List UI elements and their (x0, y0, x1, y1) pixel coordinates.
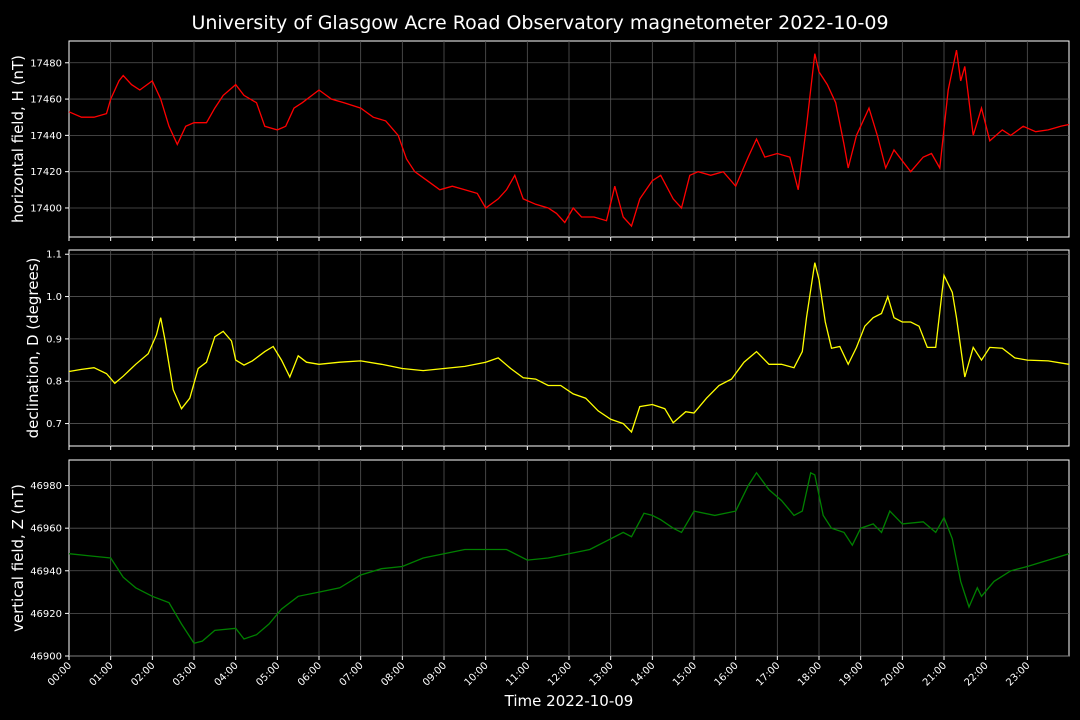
panel-d-ytick-label: 1.1 (46, 250, 62, 261)
x-axis-label: Time 2022-10-09 (504, 692, 634, 710)
panel-z-ylabel: vertical field, Z (nT) (9, 484, 27, 632)
x-tick-label: 22:00 (963, 660, 991, 688)
x-tick-label: 16:00 (713, 660, 741, 688)
panel-h-ytick-label: 17460 (30, 95, 62, 106)
series-z-line (68, 471, 1070, 644)
panel-z: 46900 46920 46940 46960 46980 vertical field… (9, 459, 1070, 663)
x-tick-labels: 00:00 01:00 02:00 03:00 04:00 05:00 06:00 07:00… (46, 660, 1032, 688)
x-tick-label: 20:00 (879, 660, 907, 688)
panel-d-ytick-label: 0.8 (46, 377, 62, 388)
x-tick-label: 07:00 (338, 660, 366, 688)
panel-h-ylabel: horizontal field, H (nT) (9, 55, 27, 223)
x-tick-label: 09:00 (421, 660, 449, 688)
x-tick-label: 05:00 (254, 660, 282, 688)
x-tick-label: 13:00 (588, 660, 616, 688)
panel-h-xticks (68, 237, 1028, 241)
x-tick-label: 14:00 (629, 660, 657, 688)
x-tick-label: 15:00 (671, 660, 699, 688)
panel-d-ytick-label: 1.0 (46, 292, 62, 303)
panel-h-yticks: 17400 17420 17440 17460 17480 (30, 58, 69, 214)
x-tick-label: 17:00 (754, 660, 782, 688)
panel-z-ytick-label: 46920 (30, 609, 62, 620)
series-d-line (68, 262, 1070, 434)
panel-z-ytick-label: 46940 (30, 566, 62, 577)
x-tick-label: 03:00 (171, 660, 199, 688)
panel-z-xticks (68, 656, 1028, 660)
panel-d-yticks: 0.7 0.8 0.9 1.0 1.1 (46, 250, 69, 430)
x-tick-label: 18:00 (796, 660, 824, 688)
series-h-line (68, 49, 1070, 228)
x-tick-label: 19:00 (838, 660, 866, 688)
x-tick-label: 11:00 (504, 660, 532, 688)
x-tick-label: 04:00 (213, 660, 241, 688)
panel-d-ylabel: declination, D (degrees) (24, 258, 42, 439)
panel-d-ytick-label: 0.7 (46, 419, 62, 430)
panel-h-ytick-label: 17440 (30, 131, 62, 142)
x-tick-label: 23:00 (1004, 660, 1032, 688)
panel-z-yticks: 46900 46920 46940 46960 46980 (30, 481, 69, 663)
x-tick-label: 06:00 (296, 660, 324, 688)
x-tick-label: 12:00 (546, 660, 574, 688)
panel-h-ytick-label: 17480 (30, 58, 62, 69)
x-tick-label: 00:00 (46, 660, 74, 688)
panel-d-xticks (68, 446, 1028, 450)
chart-title: University of Glasgow Acre Road Observat… (191, 12, 888, 34)
panel-h-grid (69, 41, 1069, 237)
x-tick-label: 21:00 (921, 660, 949, 688)
panel-h-ytick-label: 17420 (30, 167, 62, 178)
panel-z-ytick-label: 46900 (30, 652, 62, 663)
panel-h-ytick-label: 17400 (30, 203, 62, 214)
panel-h: 17400 17420 17440 17460 17480 horizontal fie… (9, 40, 1070, 241)
x-tick-label: 08:00 (379, 660, 407, 688)
panel-z-ytick-label: 46980 (30, 481, 62, 492)
x-tick-label: 10:00 (463, 660, 491, 688)
panel-d: 0.7 0.8 0.9 1.0 1.1 declination, D (degrees) (24, 249, 1070, 450)
x-tick-label: 01:00 (88, 660, 116, 688)
panel-d-ytick-label: 0.9 (46, 334, 62, 345)
panel-z-ytick-label: 46960 (30, 524, 62, 535)
panel-d-grid (69, 250, 1069, 446)
x-tick-label: 02:00 (129, 660, 157, 688)
